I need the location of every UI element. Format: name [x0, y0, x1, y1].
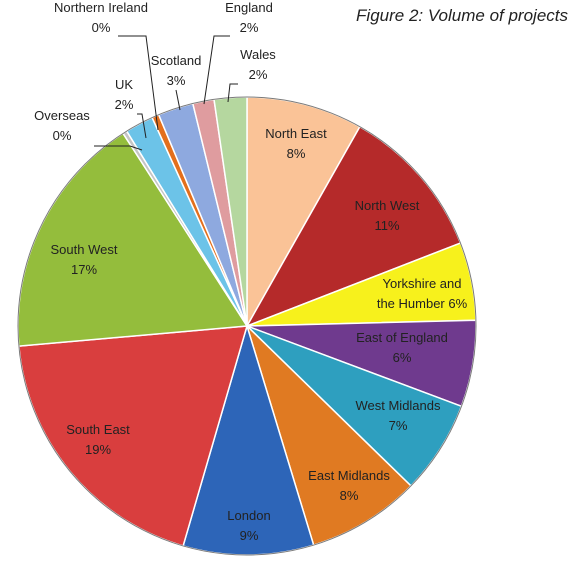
- slice-label-northern-ireland: Northern Ireland 0%: [54, 0, 148, 35]
- slice-label-scotland: Scotland 3%: [151, 53, 202, 88]
- slice-label-west-midlands: West Midlands 7%: [355, 398, 441, 433]
- slice-label-north-east: North East 8%: [265, 126, 327, 161]
- slice-label-south-west: South West 17%: [51, 242, 118, 277]
- slice-label-wales: Wales 2%: [240, 47, 276, 82]
- slice-label-south-east: South East 19%: [66, 422, 130, 457]
- pie-outline: [17, 96, 477, 556]
- slice-label-overseas: Overseas 0%: [34, 108, 90, 143]
- slice-label-uk: UK 2%: [115, 77, 134, 112]
- leader-line-scotland: [175, 89, 181, 111]
- slice-label-north-west: North West 11%: [355, 198, 420, 233]
- slice-label-london: London 9%: [227, 508, 270, 543]
- slice-label-england: England 2%: [225, 0, 273, 35]
- leader-line-uk: [137, 113, 147, 139]
- leader-line-wales: [227, 83, 238, 103]
- slice-label-east-of-england: East of England 6%: [356, 330, 448, 365]
- leader-line-overseas: [94, 145, 143, 151]
- chart-title: Figure 2: Volume of projects: [356, 6, 568, 25]
- leader-line-england: [203, 35, 230, 105]
- slice-label-yorkshire-and-the-humber: Yorkshire and the Humber 6%: [377, 276, 468, 311]
- leader-line-northern-ireland: [118, 35, 159, 131]
- slice-label-east-midlands: East Midlands 8%: [308, 468, 390, 503]
